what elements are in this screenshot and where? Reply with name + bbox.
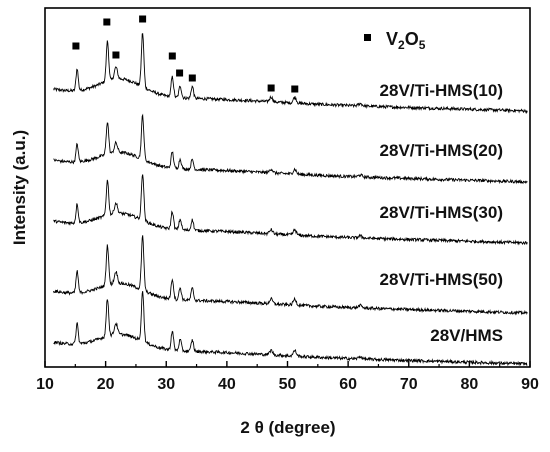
- x-tick-label: 70: [400, 376, 418, 393]
- series-line-3: [53, 174, 528, 246]
- plot-frame: [44, 7, 531, 368]
- series-label-2: 28V/Ti-HMS(20): [380, 141, 503, 160]
- x-tick-label: 50: [279, 376, 297, 393]
- axes: [44, 7, 531, 368]
- series-label-4: 28V/Ti-HMS(50): [380, 270, 503, 289]
- series-line-1: [53, 33, 528, 115]
- peak-marker-8: [267, 84, 275, 92]
- peak-marker-4: [139, 15, 147, 23]
- x-tick-label: 60: [339, 376, 357, 393]
- labels: 28V/Ti-HMS(10) 28V/Ti-HMS(20) 28V/Ti-HMS(3…: [10, 29, 539, 437]
- series-line-2: [53, 113, 528, 185]
- x-tick-label: 90: [521, 376, 539, 393]
- x-axis-title: 2 θ (degree): [240, 418, 335, 437]
- x-tick-label: 30: [157, 376, 175, 393]
- x-tick-label: 40: [218, 376, 236, 393]
- peak-marker-5: [168, 52, 176, 60]
- x-tick-label: 10: [36, 376, 54, 393]
- peak-marker-1: [72, 42, 80, 50]
- series-line-5: [53, 291, 528, 367]
- peak-marker-3: [112, 51, 120, 59]
- y-axis-title: Intensity (a.u.): [10, 130, 29, 245]
- legend-marker: [364, 34, 371, 41]
- legend-label: V2O5: [386, 29, 426, 52]
- peak-marker-6: [176, 69, 184, 77]
- peak-marker-7: [188, 74, 196, 82]
- x-tick-label: 80: [460, 376, 478, 393]
- x-tick-label: 20: [97, 376, 115, 393]
- legend: V2O5: [364, 29, 426, 52]
- peak-marker-2: [103, 18, 111, 26]
- series-line-4: [53, 235, 528, 316]
- series-label-1: 28V/Ti-HMS(10): [380, 81, 503, 100]
- plot-area: [53, 15, 528, 367]
- series-label-5: 28V/HMS: [430, 326, 503, 345]
- peak-marker-9: [291, 85, 299, 93]
- series-label-3: 28V/Ti-HMS(30): [380, 203, 503, 222]
